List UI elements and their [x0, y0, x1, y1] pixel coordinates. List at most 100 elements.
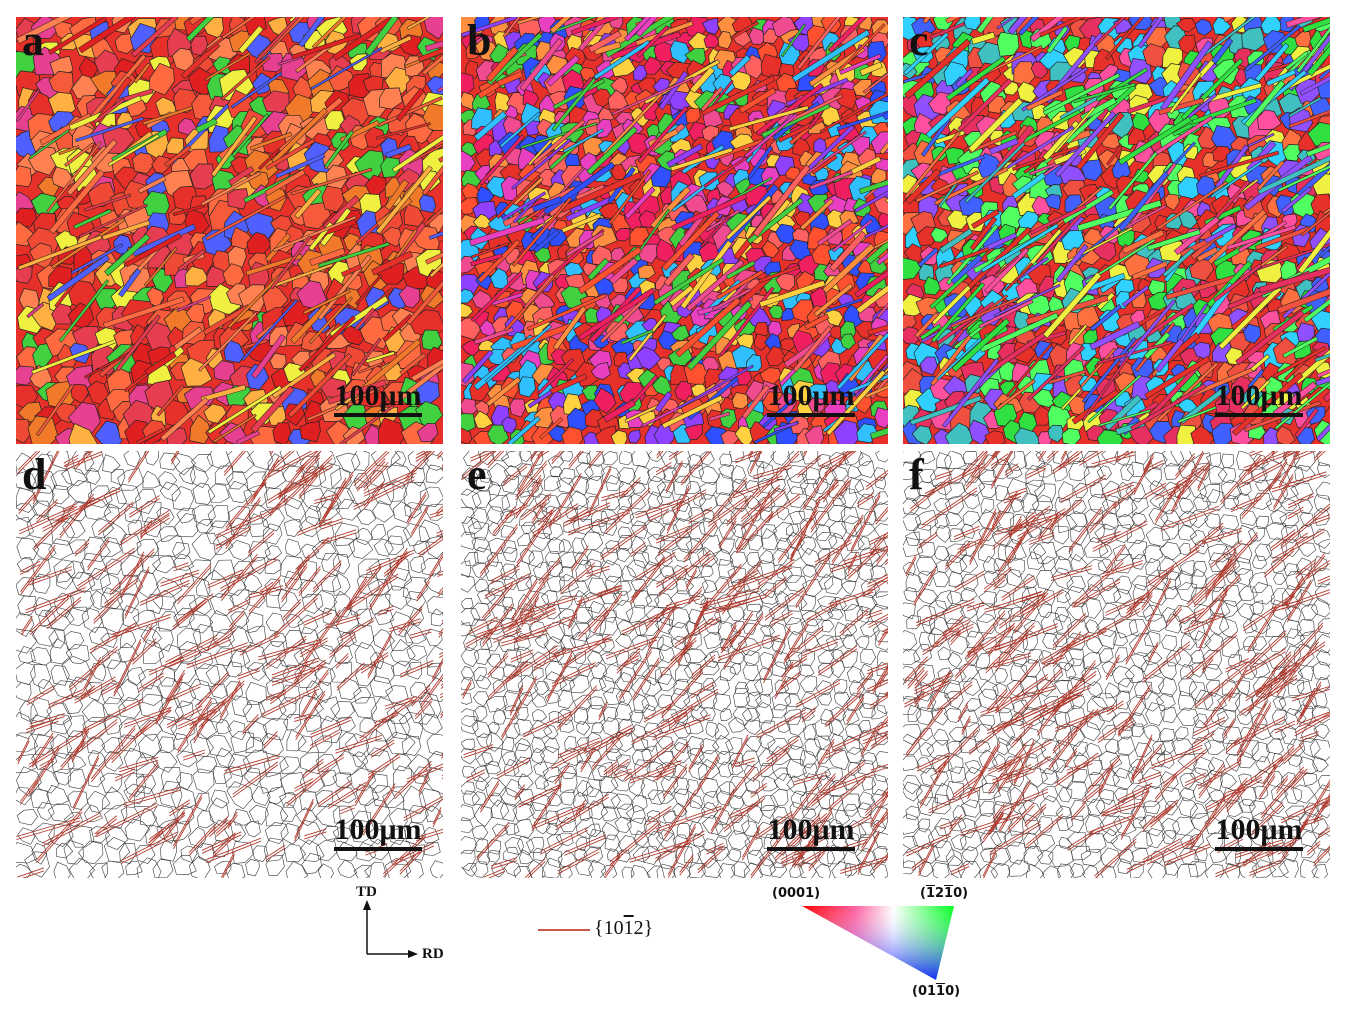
grain-boundary: [367, 578, 390, 597]
grain-boundary: [540, 745, 560, 765]
twin-lath: [1258, 266, 1330, 294]
twin-boundary: [568, 451, 584, 470]
twin-boundary: [688, 509, 713, 524]
twin-boundary: [554, 765, 570, 785]
twin-lath: [417, 26, 443, 63]
twin-lath: [230, 71, 283, 109]
twin-boundary: [600, 527, 647, 561]
twin-lath: [137, 175, 167, 194]
twin-lath: [839, 53, 882, 75]
grain-boundary: [298, 516, 322, 538]
grain-boundary: [228, 505, 251, 529]
grain-boundary: [625, 604, 646, 624]
twin-boundary: [556, 688, 598, 731]
twin-boundary: [74, 451, 93, 470]
grain-boundary: [299, 752, 320, 772]
twin-boundary: [271, 666, 327, 686]
grain-boundary: [754, 451, 774, 469]
twin-lath: [624, 17, 682, 42]
twin-boundary: [706, 845, 724, 855]
grain: [461, 302, 474, 318]
grain-boundary: [713, 846, 731, 861]
grain-boundary: [588, 859, 607, 878]
twin-boundary: [532, 803, 585, 827]
twin-lath: [104, 233, 151, 277]
twin-boundary: [109, 548, 155, 593]
twin-boundary: [517, 451, 544, 495]
grain-boundary: [843, 552, 863, 572]
grain-boundary: [631, 736, 649, 752]
twin-boundary: [224, 754, 280, 771]
grain-boundary: [671, 501, 693, 522]
grain-boundary: [672, 721, 692, 739]
twin-lath: [853, 354, 888, 395]
twin-boundary: [29, 597, 70, 636]
twin-lath: [58, 279, 110, 343]
grain-boundary: [714, 836, 728, 851]
grain-boundary: [67, 501, 87, 522]
grain-boundary: [463, 633, 478, 652]
twin-lath: [1254, 42, 1290, 82]
twin-lath: [1306, 130, 1330, 157]
grain-boundary: [699, 777, 719, 799]
twin-lath: [424, 39, 443, 52]
twin-lath: [144, 351, 177, 376]
twin-boundary: [511, 663, 529, 680]
twin-lath: [287, 353, 353, 418]
grain: [591, 88, 614, 108]
grain-boundary: [104, 803, 128, 829]
grain-boundary: [16, 842, 38, 864]
twin-boundary: [25, 590, 86, 614]
twin-lath: [238, 25, 264, 54]
grain-boundary: [816, 454, 831, 470]
twin-lath: [511, 197, 572, 267]
twin-lath: [539, 417, 564, 440]
twin-lath: [28, 129, 70, 160]
twin-lath: [382, 313, 414, 342]
twin-boundary: [206, 837, 262, 860]
twin-boundary: [119, 756, 159, 770]
twin-boundary: [635, 551, 676, 578]
twin-boundary: [571, 545, 589, 569]
twin-boundary: [340, 804, 355, 812]
twin-lath: [351, 337, 382, 377]
grain-boundary: [727, 606, 746, 622]
grain-boundary: [279, 756, 301, 775]
grain-boundary: [529, 520, 553, 540]
twin-lath: [290, 303, 329, 344]
grain-boundary: [843, 803, 859, 817]
grain-boundary: [614, 816, 632, 833]
grain-boundary: [528, 620, 546, 639]
twin-boundary: [531, 477, 542, 491]
twin-boundary: [795, 557, 830, 609]
grain: [223, 339, 245, 364]
twin-boundary: [163, 812, 186, 841]
grain-boundary: [744, 679, 764, 697]
twin-lath: [930, 334, 972, 387]
scale-line-b: [767, 413, 855, 417]
grain-boundary: [800, 547, 821, 568]
twin-boundary: [300, 467, 316, 478]
grain-boundary: [117, 467, 145, 491]
grain-boundary: [304, 505, 322, 527]
twin-lath: [876, 269, 888, 319]
twin-boundary: [335, 656, 349, 669]
grain: [874, 407, 888, 429]
twin-boundary: [90, 725, 136, 780]
twin-lath: [793, 325, 833, 373]
twin-boundary: [438, 627, 443, 635]
panel-letter-b: b: [467, 17, 492, 65]
twin-boundary: [32, 451, 58, 502]
grain-boundary: [685, 537, 703, 554]
grain-boundary: [372, 629, 395, 651]
grain-boundary: [616, 849, 631, 863]
twin-lath: [836, 332, 888, 390]
grain-boundary: [641, 731, 658, 752]
grain-boundary: [62, 715, 86, 737]
twin-boundary: [435, 505, 443, 514]
grain: [593, 387, 617, 414]
grain-boundary: [16, 577, 34, 598]
twin-lath: [867, 306, 888, 336]
twin-lath: [204, 51, 252, 81]
grain-boundary: [330, 701, 355, 719]
